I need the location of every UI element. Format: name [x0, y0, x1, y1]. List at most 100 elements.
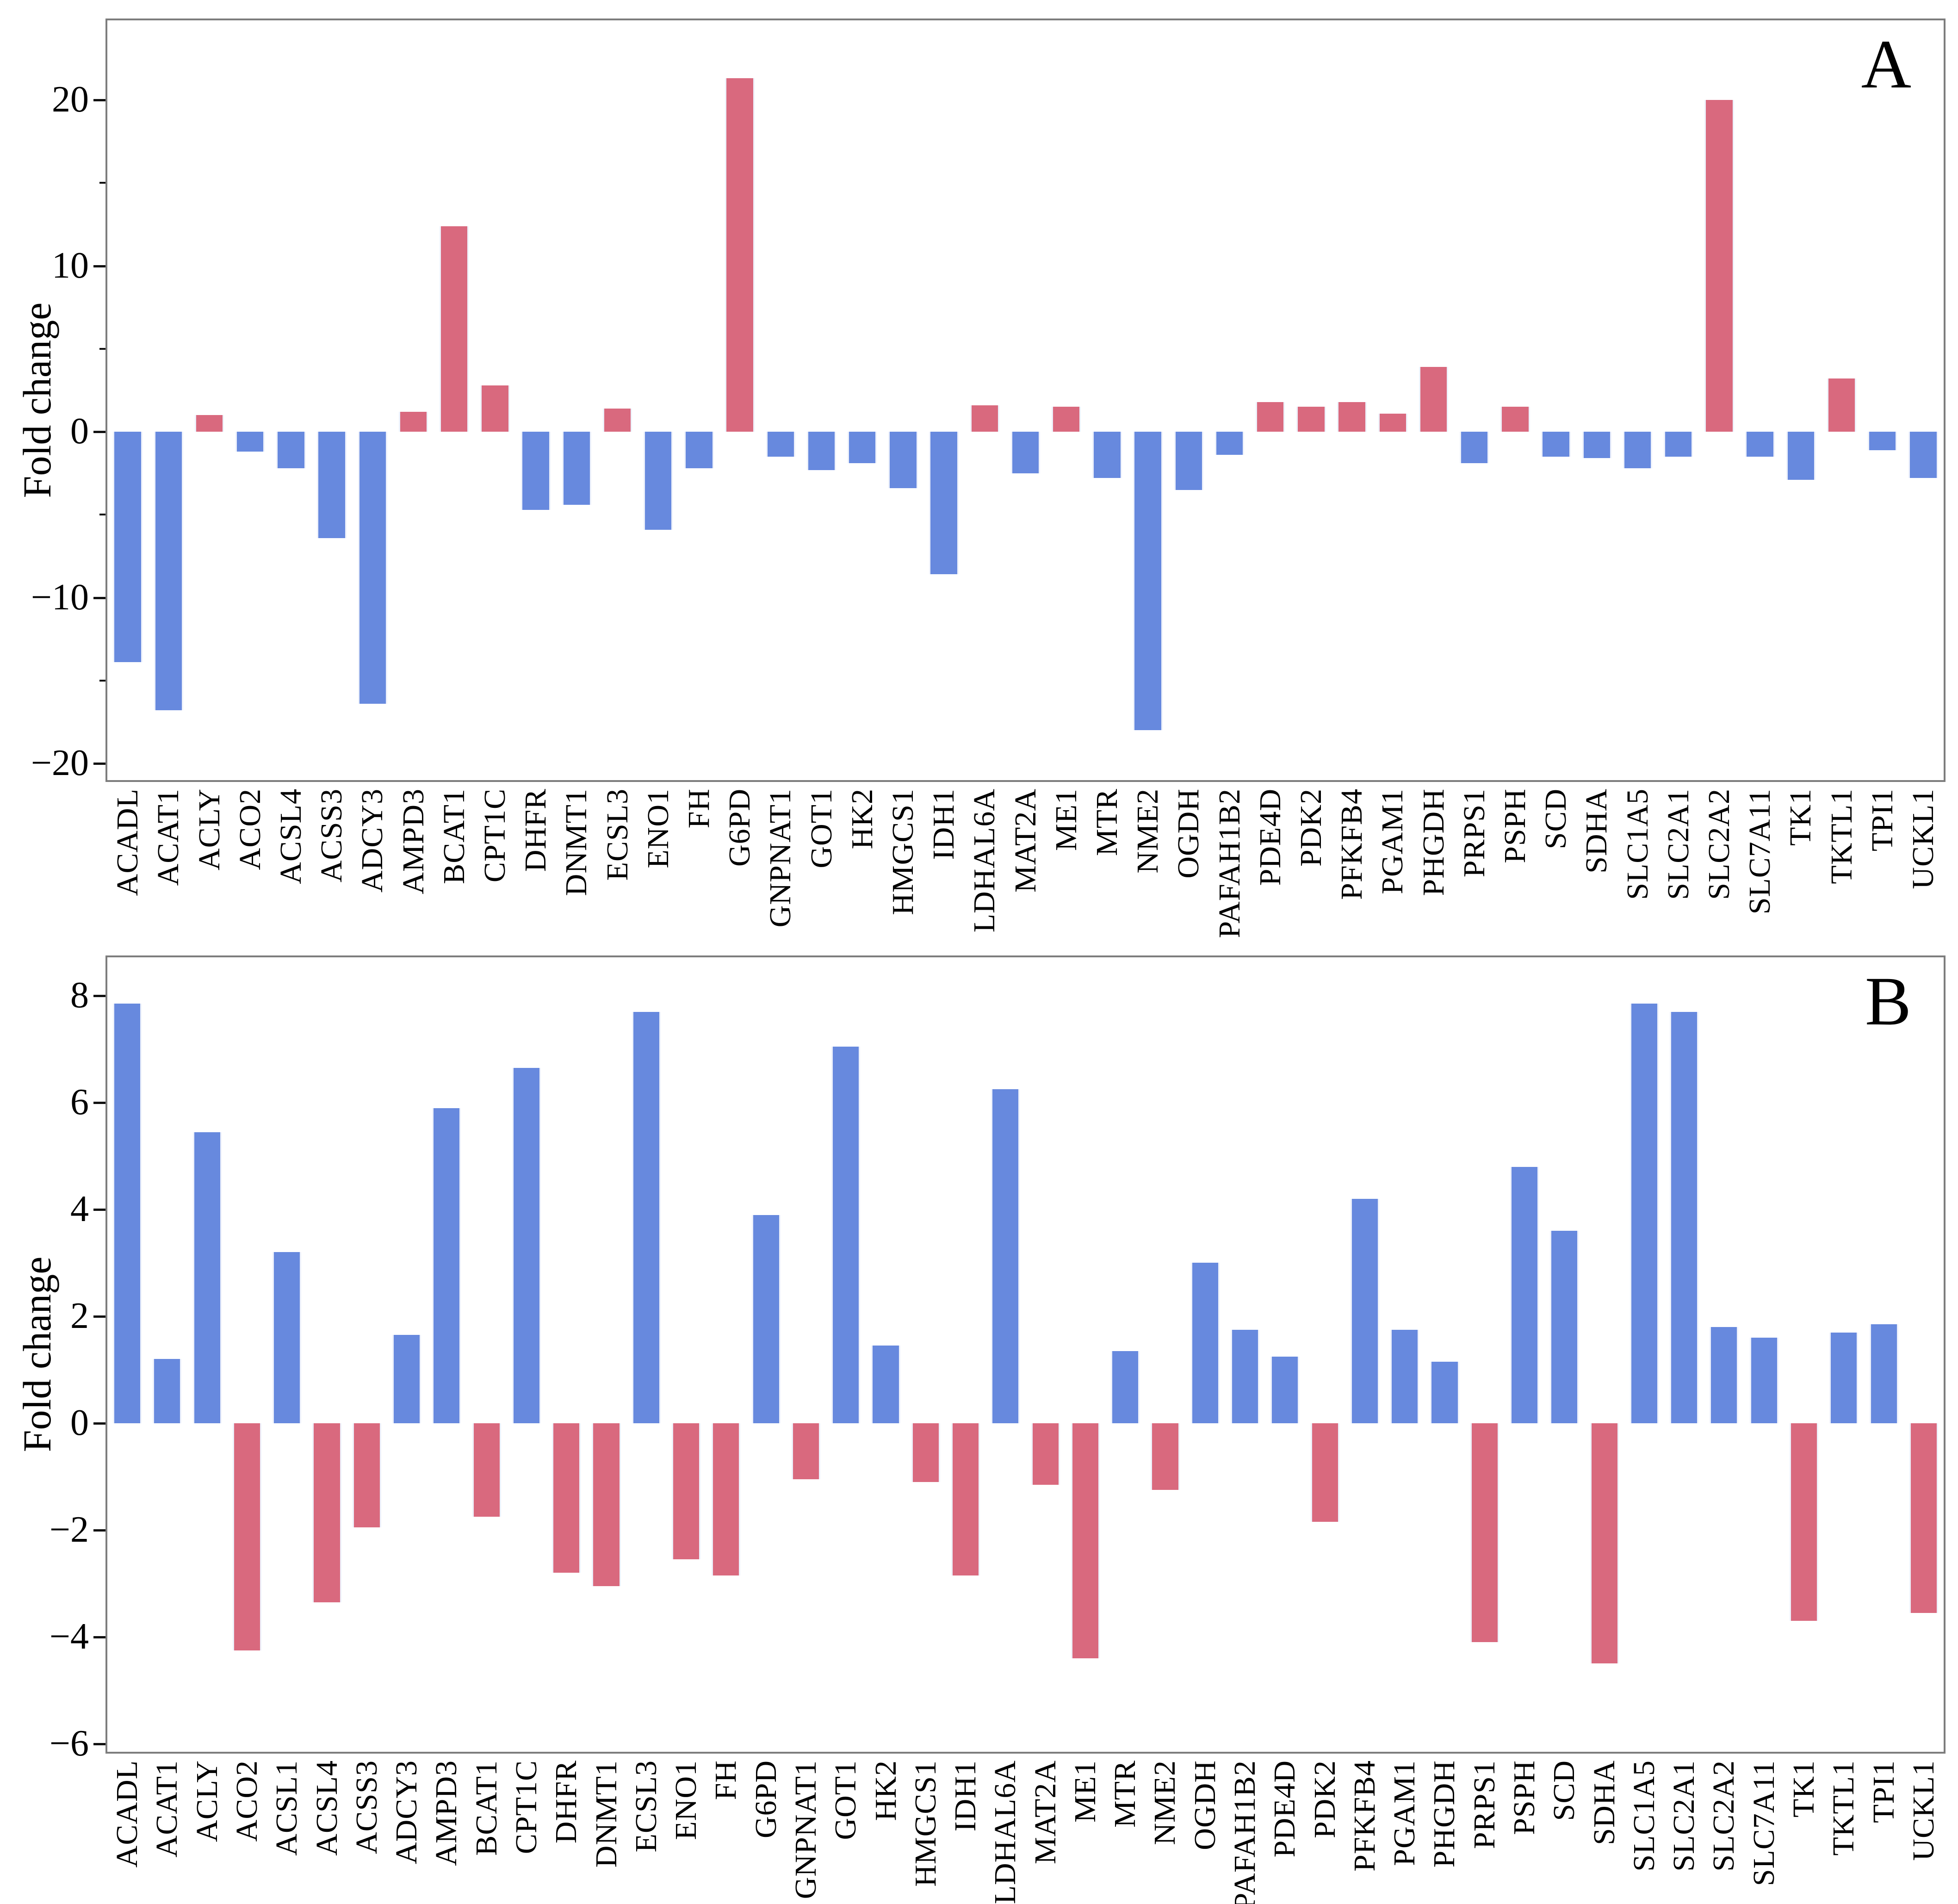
bar-SCD — [1550, 1231, 1579, 1423]
x-category-label-SDHA: SDHA — [1587, 1760, 1621, 1845]
x-category-label-HK2: HK2 — [868, 1760, 903, 1821]
x-category-label-MAT2A: MAT2A — [1028, 1760, 1062, 1865]
x-category-label-DNMT1: DNMT1 — [559, 788, 594, 896]
x-category-label-ACO2: ACO2 — [229, 1760, 264, 1842]
bar-DNMT1 — [592, 1423, 621, 1587]
bar-PFKFB4 — [1337, 402, 1367, 432]
bar-PRPS1 — [1470, 1423, 1499, 1643]
bar-ACSL4 — [312, 1423, 341, 1602]
bar-SCD — [1541, 432, 1571, 457]
bar-ACAT1 — [154, 432, 184, 711]
bar-ME1 — [1051, 407, 1081, 432]
bar-HMGCS1 — [911, 1423, 940, 1482]
x-category-label-PDE4D: PDE4D — [1253, 788, 1287, 886]
y-tick-label: −2 — [49, 1509, 89, 1550]
x-category-label-SDHA: SDHA — [1580, 788, 1614, 874]
x-category-label-PDK2: PDK2 — [1294, 788, 1328, 867]
bar-SLC1A5 — [1630, 1004, 1659, 1423]
x-category-label-CPT1C: CPT1C — [477, 788, 512, 883]
bar-SDHA — [1582, 432, 1612, 459]
y-tick-label: 10 — [52, 245, 89, 286]
x-category-label-DHFR: DHFR — [549, 1760, 583, 1844]
bar-SLC7A11 — [1745, 432, 1775, 457]
y-tick-label: 8 — [70, 975, 89, 1016]
x-category-label-MTR: MTR — [1108, 1760, 1142, 1828]
bar-GNPNAT1 — [766, 432, 796, 457]
x-category-label-MTR: MTR — [1090, 788, 1124, 856]
bar-FH — [684, 432, 714, 468]
bar-ME1 — [1071, 1423, 1100, 1658]
bar-GOT1 — [806, 432, 836, 470]
y-major-tick — [93, 1422, 105, 1425]
x-category-label-ACLY: ACLY — [190, 1760, 224, 1842]
x-category-label-NME2: NME2 — [1148, 1760, 1182, 1845]
bar-ACADL — [113, 1004, 142, 1423]
y-tick-label: 2 — [70, 1295, 89, 1336]
x-category-label-PHGDH: PHGDH — [1416, 788, 1450, 896]
x-category-label-AMPD3: AMPD3 — [396, 788, 430, 894]
y-tick-label: 20 — [52, 79, 89, 120]
x-category-label-ACSS3: ACSS3 — [349, 1760, 384, 1854]
bar-ACADL — [113, 432, 143, 663]
x-category-label-SCD: SCD — [1539, 788, 1573, 850]
y-major-tick — [93, 1102, 105, 1104]
x-category-label-UCKL1: UCKL1 — [1906, 1760, 1940, 1861]
x-category-label-TPI1: TPI1 — [1865, 788, 1899, 851]
bar-ACLY — [192, 1132, 222, 1423]
x-category-label-PDK2: PDK2 — [1307, 1760, 1342, 1839]
bar-ACLY — [194, 415, 224, 432]
bar-ECSL3 — [632, 1011, 661, 1423]
x-category-label-CPT1C: CPT1C — [509, 1760, 543, 1854]
bar-ENO1 — [672, 1423, 701, 1560]
bar-BCAT1 — [439, 226, 469, 432]
x-category-label-PDE4D: PDE4D — [1268, 1760, 1302, 1858]
bar-PSPH — [1500, 407, 1530, 432]
y-major-tick — [93, 1529, 105, 1532]
panel-b-plot-area: B 8 6 4 2 0 −2 −4 −6 ACADL ACAT1 ACLY ACO2 ACSL1 ACSL… — [50, 955, 1946, 1904]
bar-DHFR — [521, 432, 551, 510]
bar-PSPH — [1510, 1166, 1539, 1423]
bar-GNPNAT1 — [791, 1423, 820, 1480]
bar-TPI1 — [1867, 432, 1897, 450]
x-category-label-ECSL3: ECSL3 — [629, 1760, 663, 1853]
x-category-label-PSPH: PSPH — [1507, 1760, 1542, 1835]
x-category-label-PSPH: PSPH — [1498, 788, 1532, 863]
bar-TKTL1 — [1827, 378, 1857, 432]
y-tick-label: 6 — [70, 1082, 89, 1123]
bar-SLC7A11 — [1749, 1338, 1778, 1423]
x-category-label-HMGCS1: HMGCS1 — [886, 788, 920, 915]
bar-PDK2 — [1296, 407, 1326, 432]
bar-TK1 — [1789, 1423, 1819, 1621]
x-category-label-ECSL3: ECSL3 — [600, 788, 634, 881]
bar-PGAM1 — [1390, 1329, 1419, 1423]
bar-IDH1 — [929, 432, 959, 575]
y-tick-label: 4 — [70, 1189, 89, 1229]
x-category-label-BCAT1: BCAT1 — [469, 1760, 503, 1856]
bar-ACSS3 — [317, 432, 347, 538]
bar-SLC2A2 — [1704, 100, 1734, 432]
x-category-label-GOT1: GOT1 — [804, 788, 838, 868]
panel-b-letter: B — [1865, 963, 1911, 1040]
y-major-tick — [93, 1636, 105, 1638]
x-category-label-LDHAL6A: LDHAL6A — [988, 1760, 1022, 1904]
y-minor-tick — [99, 347, 105, 350]
y-minor-tick — [99, 679, 105, 682]
bar-HMGCS1 — [888, 432, 918, 488]
x-category-label-TK1: TK1 — [1784, 788, 1818, 846]
x-category-label-DNMT1: DNMT1 — [589, 1760, 623, 1868]
x-category-label-ENO1: ENO1 — [669, 1760, 703, 1840]
y-tick-label: 0 — [70, 1402, 89, 1443]
panel-a-plot-area: A 20 10 0 −10 −20 ACADL ACAT1 ACLY ACO2 ACSL4 ACSS… — [31, 19, 1946, 938]
x-category-label-SCD: SCD — [1547, 1760, 1581, 1821]
y-tick-label: −6 — [49, 1723, 89, 1764]
panel-a-letter: A — [1861, 26, 1911, 103]
x-category-label-ADCY3: ADCY3 — [355, 788, 390, 893]
bar-PHGDH — [1419, 367, 1449, 432]
x-category-label-PHGDH: PHGDH — [1427, 1760, 1462, 1868]
x-category-label-G6PD: G6PD — [723, 788, 757, 867]
bar-NME2 — [1133, 432, 1163, 731]
y-tick-label: −10 — [31, 577, 89, 618]
bar-BCAT1 — [472, 1423, 501, 1517]
bar-TKTL1 — [1829, 1332, 1859, 1423]
